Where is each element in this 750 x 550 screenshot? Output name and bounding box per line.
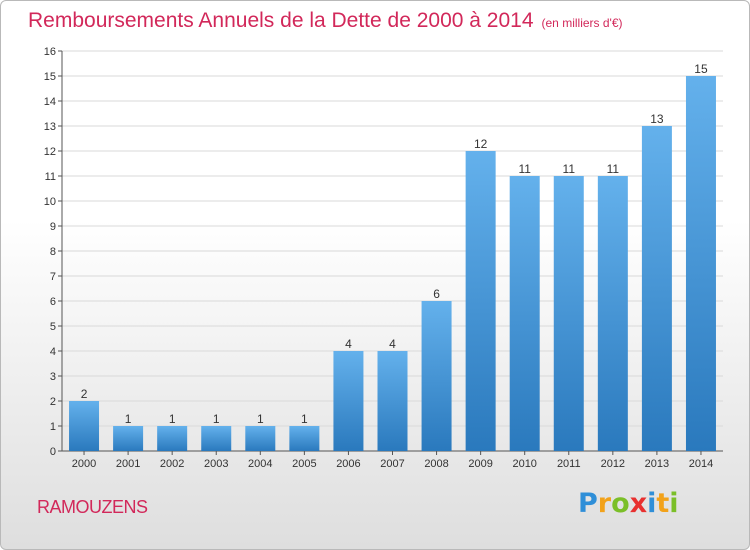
chart-title: Remboursements Annuels de la Dette de 20… [28, 9, 623, 33]
bar-2000 [69, 401, 100, 451]
bar-2014 [685, 76, 716, 451]
y-tick-label: 11 [45, 171, 56, 183]
data-label-2002: 1 [169, 412, 176, 426]
data-label-2011: 11 [563, 162, 576, 176]
y-tick-label: 7 [50, 271, 56, 283]
x-tick-label-2004: 2004 [248, 458, 272, 470]
bar-2002 [157, 426, 188, 451]
bar-2012 [597, 176, 628, 451]
x-tick-label-2013: 2013 [645, 458, 669, 470]
x-tick-label-2003: 2003 [204, 458, 228, 470]
y-tick-label: 5 [50, 321, 56, 333]
bar-2009 [465, 151, 496, 451]
y-tick-label: 6 [50, 296, 56, 308]
x-tick-label-2012: 2012 [601, 458, 625, 470]
data-label-2009: 12 [474, 137, 488, 151]
data-label-2004: 1 [257, 412, 264, 426]
data-label-2007: 4 [389, 337, 396, 351]
data-label-2012: 11 [607, 162, 620, 176]
x-tick-label-2002: 2002 [160, 458, 184, 470]
y-tick-label: 3 [50, 371, 56, 383]
y-tick-label: 4 [50, 346, 56, 358]
y-tick-label: 14 [44, 96, 56, 108]
y-tick-label: 0 [50, 446, 56, 458]
bar-2011 [553, 176, 584, 451]
y-tick-label: 16 [44, 46, 56, 58]
x-tick-label-2008: 2008 [424, 458, 448, 470]
data-label-2014: 15 [694, 62, 708, 76]
y-tick-label: 13 [44, 121, 56, 133]
bar-2008 [421, 301, 452, 451]
proxiti-logo: Proxiti [578, 488, 679, 519]
bar-2003 [201, 426, 232, 451]
y-tick-label: 1 [50, 421, 56, 433]
x-tick-label-2010: 2010 [512, 458, 536, 470]
x-tick-label-2006: 2006 [336, 458, 360, 470]
x-tick-label-2000: 2000 [72, 458, 96, 470]
commune-name: RAMOUZENS [37, 497, 148, 517]
chart-title-text: Remboursements Annuels de la Dette de 20… [28, 9, 534, 32]
data-label-2000: 2 [81, 387, 88, 401]
data-label-2006: 4 [345, 337, 352, 351]
x-tick-label-2014: 2014 [689, 458, 713, 470]
bar-2006 [333, 351, 364, 451]
data-label-2010: 11 [518, 162, 531, 176]
bar-2007 [377, 351, 408, 451]
bar-2005 [289, 426, 320, 451]
x-tick-label-2007: 2007 [380, 458, 404, 470]
bar-2010 [509, 176, 540, 451]
bar-2013 [641, 126, 672, 451]
bar-2004 [245, 426, 276, 451]
data-label-2008: 6 [433, 287, 440, 301]
data-label-2003: 1 [213, 412, 220, 426]
y-tick-label: 8 [50, 246, 56, 258]
y-tick-label: 9 [50, 221, 56, 233]
data-label-2005: 1 [301, 412, 308, 426]
y-tick-label: 12 [44, 146, 56, 158]
x-tick-label-2009: 2009 [468, 458, 492, 470]
data-label-2001: 1 [125, 412, 132, 426]
x-tick-label-2011: 2011 [557, 458, 581, 470]
x-tick-label-2005: 2005 [292, 458, 316, 470]
chart-unit: (en milliers d'€) [541, 16, 623, 30]
y-tick-label: 15 [44, 71, 56, 83]
x-tick-label-2001: 2001 [116, 458, 140, 470]
y-tick-label: 2 [50, 396, 56, 408]
y-tick-label: 10 [44, 196, 56, 208]
bar-2001 [113, 426, 144, 451]
data-label-2013: 13 [650, 112, 664, 126]
